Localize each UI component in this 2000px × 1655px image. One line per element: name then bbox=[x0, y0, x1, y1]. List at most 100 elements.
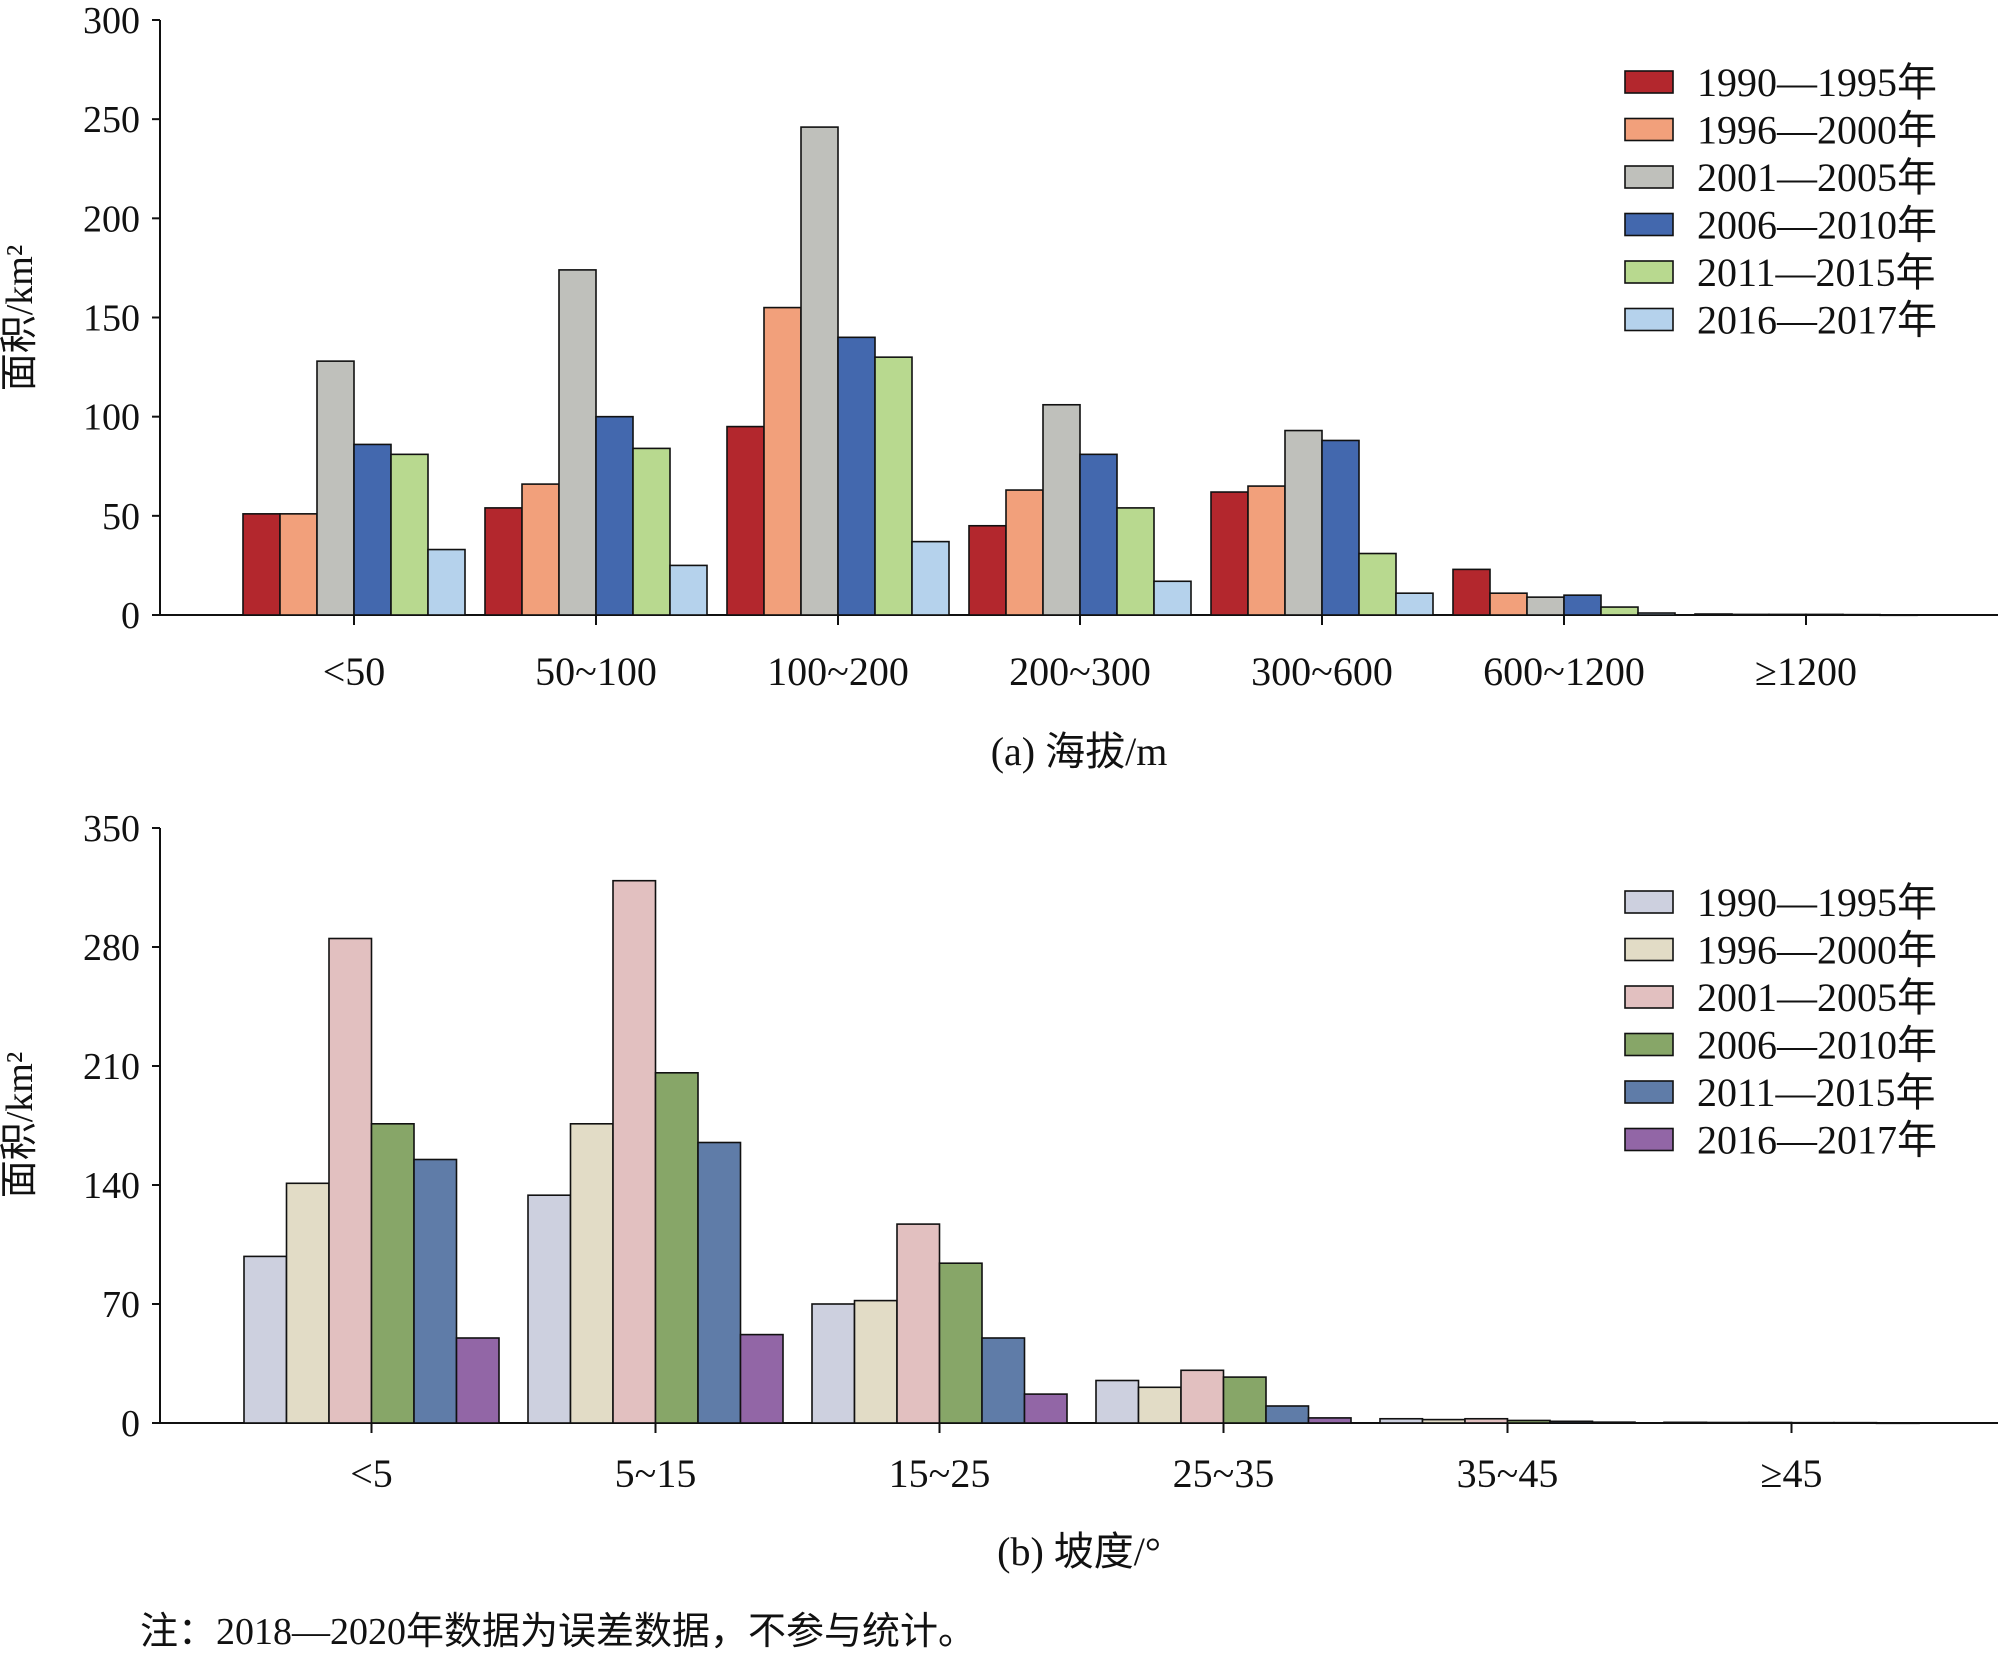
bar bbox=[1079, 453, 1118, 616]
legend-swatch bbox=[1624, 117, 1674, 142]
bar bbox=[1768, 613, 1807, 616]
bar bbox=[1180, 1369, 1225, 1424]
bar bbox=[1805, 613, 1844, 616]
bar bbox=[1116, 507, 1155, 616]
bar bbox=[558, 269, 597, 616]
bar bbox=[243, 1255, 288, 1424]
x-tick-label: 600~1200 bbox=[1483, 649, 1645, 694]
legend-swatch bbox=[1624, 307, 1674, 332]
legend-label: 1996—2000年 bbox=[1697, 108, 1937, 153]
legend-swatch bbox=[1624, 1127, 1674, 1152]
y-tick-label: 140 bbox=[83, 1165, 140, 1207]
bar bbox=[595, 415, 634, 616]
legend-swatch bbox=[1624, 985, 1674, 1009]
x-axis-caption: (a) 海拔/m bbox=[991, 729, 1168, 774]
bar bbox=[1005, 489, 1044, 616]
bar bbox=[632, 447, 671, 616]
bar bbox=[1464, 1417, 1509, 1424]
bar bbox=[455, 1337, 500, 1424]
bar bbox=[968, 524, 1007, 616]
bar bbox=[800, 126, 839, 616]
bar bbox=[938, 1262, 983, 1424]
bar bbox=[1153, 580, 1192, 616]
bar bbox=[1321, 439, 1360, 616]
bar bbox=[1023, 1393, 1068, 1424]
y-tick-label: 50 bbox=[102, 496, 140, 538]
legend-label: 2001—2005年 bbox=[1697, 155, 1937, 200]
legend-swatch bbox=[1624, 70, 1674, 94]
x-tick-label: 300~600 bbox=[1251, 649, 1393, 694]
bar bbox=[1879, 614, 1918, 617]
bar bbox=[427, 548, 466, 616]
bar bbox=[413, 1158, 458, 1424]
bar bbox=[726, 425, 765, 616]
x-tick-label: 50~100 bbox=[535, 649, 657, 694]
bar bbox=[811, 1303, 856, 1424]
legend-label: 2016—2017年 bbox=[1697, 298, 1937, 343]
bar bbox=[1452, 568, 1491, 616]
legend-label: 2006—2010年 bbox=[1697, 203, 1937, 248]
bar bbox=[521, 483, 560, 616]
bar bbox=[328, 937, 373, 1424]
y-tick-label: 300 bbox=[83, 0, 140, 42]
y-tick-label: 210 bbox=[83, 1046, 140, 1088]
bar bbox=[1358, 552, 1397, 616]
legend-swatch bbox=[1624, 890, 1674, 914]
bar bbox=[1694, 613, 1733, 616]
y-tick-label: 70 bbox=[102, 1284, 140, 1326]
bar bbox=[316, 360, 355, 616]
bar bbox=[1095, 1379, 1140, 1424]
bar bbox=[1549, 1420, 1594, 1424]
bar bbox=[911, 540, 950, 616]
y-tick-label: 0 bbox=[121, 595, 140, 637]
legend-swatch bbox=[1624, 165, 1674, 189]
bar bbox=[1526, 596, 1565, 616]
legend-label: 2011—2015年 bbox=[1697, 1070, 1936, 1115]
bar bbox=[1705, 1421, 1750, 1424]
bar bbox=[390, 453, 429, 616]
bar bbox=[1842, 613, 1881, 616]
y-tick-label: 200 bbox=[83, 198, 140, 240]
bar bbox=[285, 1182, 330, 1424]
bar bbox=[1379, 1417, 1424, 1424]
x-tick-label: 35~45 bbox=[1457, 1451, 1559, 1496]
bar bbox=[484, 507, 523, 616]
bar bbox=[569, 1123, 614, 1424]
bar bbox=[242, 513, 281, 616]
x-tick-label: 5~15 bbox=[615, 1451, 697, 1496]
bar bbox=[1748, 1421, 1793, 1424]
legend-swatch bbox=[1624, 260, 1674, 284]
bar bbox=[1731, 613, 1770, 616]
x-tick-label: 200~300 bbox=[1009, 649, 1151, 694]
bar bbox=[612, 879, 657, 1424]
legend-swatch bbox=[1624, 1032, 1674, 1057]
bar bbox=[874, 356, 913, 616]
bar bbox=[1563, 594, 1602, 616]
bar bbox=[1790, 1421, 1835, 1424]
bar bbox=[697, 1141, 742, 1424]
footnote: 注：2018—2020年数据为误差数据，不参与统计。 bbox=[140, 1611, 977, 1653]
y-tick-label: 100 bbox=[83, 397, 140, 439]
y-tick-label: 150 bbox=[83, 298, 140, 340]
bar bbox=[763, 306, 802, 616]
y-axis-label: 面积/km² bbox=[0, 1052, 41, 1199]
bar bbox=[1042, 403, 1081, 616]
bar bbox=[853, 1299, 898, 1424]
legend-label: 1996—2000年 bbox=[1697, 928, 1937, 973]
bar bbox=[981, 1337, 1026, 1424]
bar bbox=[896, 1223, 941, 1424]
bar bbox=[837, 336, 876, 616]
x-tick-label: ≥45 bbox=[1761, 1451, 1823, 1496]
y-tick-label: 350 bbox=[83, 808, 140, 850]
bar bbox=[1489, 592, 1528, 616]
legend-swatch bbox=[1624, 1080, 1674, 1104]
y-tick-label: 280 bbox=[83, 927, 140, 969]
bar bbox=[1284, 429, 1323, 616]
bar bbox=[739, 1333, 784, 1424]
bar bbox=[353, 443, 392, 616]
legend-swatch bbox=[1624, 212, 1674, 237]
bar bbox=[1137, 1386, 1182, 1424]
bar bbox=[1591, 1421, 1636, 1424]
legend-label: 2006—2010年 bbox=[1697, 1023, 1937, 1068]
